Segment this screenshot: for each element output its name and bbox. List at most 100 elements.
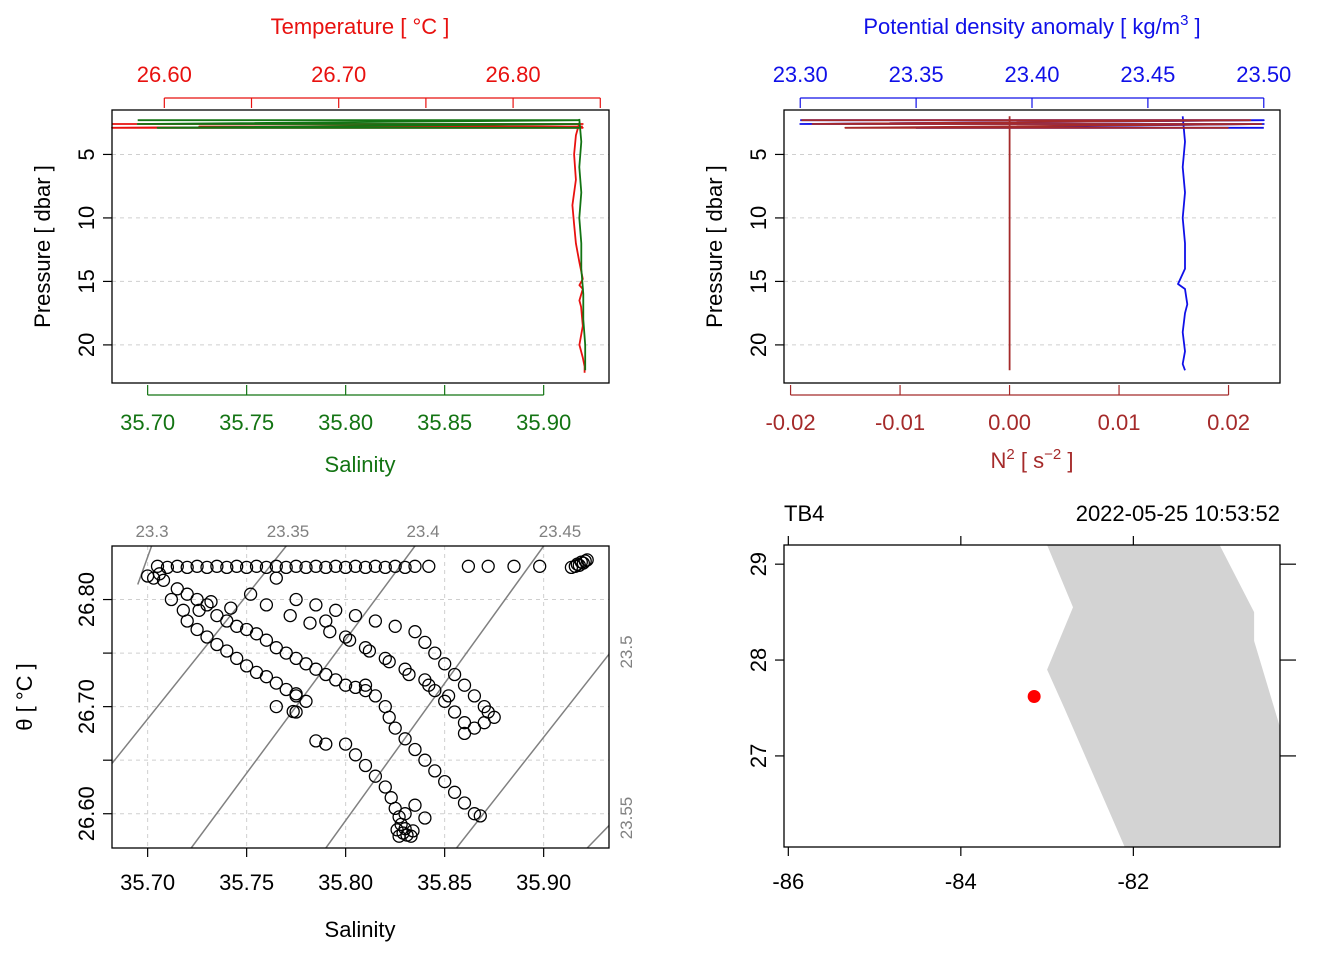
station-name: TB4 bbox=[784, 501, 824, 526]
ts-point bbox=[398, 560, 412, 575]
ts-diagram-panel: 23.3 23.35 23.4 23.45 23.5 23.55 35.70 35.75 35.… bbox=[12, 522, 636, 942]
density-tick-label: 23.35 bbox=[889, 62, 944, 87]
ts-point bbox=[388, 559, 402, 573]
ts-point bbox=[239, 560, 254, 575]
ts-point bbox=[408, 559, 422, 573]
ts-x-tick-label: 35.90 bbox=[516, 870, 571, 895]
ts-point bbox=[473, 809, 487, 823]
tr-y-tick-label: 10 bbox=[746, 206, 771, 230]
ts-point bbox=[160, 560, 175, 575]
ts-y-tick-label: 26.60 bbox=[74, 786, 99, 841]
tl-y-axis-title: Pressure [ dbar ] bbox=[30, 165, 55, 328]
n2-tick-label: 0.00 bbox=[988, 410, 1031, 435]
map-y-tick-label: 27 bbox=[746, 744, 771, 768]
density-n2-profile-panel: 5 10 15 20 Pressure [ dbar ] 23.30 23.35 23.40 2… bbox=[702, 12, 1291, 473]
isopycnal-label: 23.5 bbox=[617, 635, 636, 668]
ts-point bbox=[249, 627, 264, 641]
salinity-tick-label: 35.75 bbox=[219, 410, 274, 435]
ts-point bbox=[378, 780, 392, 794]
isopycnal-label: 23.3 bbox=[135, 522, 168, 541]
ts-point bbox=[382, 655, 396, 669]
ts-point bbox=[338, 630, 353, 644]
ts-point bbox=[348, 608, 363, 623]
ts-point bbox=[428, 764, 442, 778]
ts-point bbox=[358, 560, 373, 575]
ts-point bbox=[441, 689, 456, 703]
ts-point bbox=[447, 667, 462, 682]
tr-frame bbox=[783, 109, 1281, 384]
isopycnal-label: 23.4 bbox=[406, 522, 439, 541]
map-frame bbox=[783, 544, 1281, 848]
ts-point bbox=[342, 633, 357, 647]
isopycnal-label: 23.35 bbox=[267, 522, 310, 541]
map-x-tick-label: -82 bbox=[1117, 869, 1149, 894]
density-axis-title-part: Potential density anomaly [ kg/m bbox=[863, 14, 1180, 39]
ts-point bbox=[289, 559, 303, 573]
ts-point bbox=[269, 676, 283, 690]
ts-point bbox=[303, 616, 317, 630]
ts-point bbox=[249, 559, 264, 573]
ts-point bbox=[362, 644, 377, 658]
salinity-axis-title: Salinity bbox=[325, 452, 396, 477]
ts-point bbox=[180, 560, 194, 575]
ts-point bbox=[204, 595, 218, 609]
n2-tick-label: 0.01 bbox=[1098, 410, 1141, 435]
salinity-profile-line bbox=[578, 118, 587, 371]
station-datetime: 2022-05-25 10:53:52 bbox=[1076, 501, 1280, 526]
ts-point bbox=[467, 807, 482, 821]
tl-y-tick-label: 5 bbox=[74, 148, 99, 160]
map-y-tick-label: 29 bbox=[746, 552, 771, 576]
map-x-tick-label: -86 bbox=[772, 869, 804, 894]
n2-tick-label: -0.01 bbox=[875, 410, 925, 435]
ts-x-tick-label: 35.70 bbox=[120, 870, 175, 895]
density-tick-label: 23.30 bbox=[773, 62, 828, 87]
ts-point bbox=[286, 704, 300, 719]
ts-point bbox=[348, 748, 363, 762]
ts-y-axis-title: θ [ °C ] bbox=[12, 663, 37, 730]
ts-point bbox=[457, 796, 472, 810]
ts-point bbox=[447, 785, 462, 799]
ts-point bbox=[487, 710, 501, 724]
tr-y-axis-title: Pressure [ dbar ] bbox=[702, 165, 727, 328]
n2-axis-title-part: ] bbox=[1061, 448, 1073, 473]
temperature-axis-title: Temperature [ °C ] bbox=[271, 14, 450, 39]
tl-y-tick-label: 10 bbox=[74, 206, 99, 230]
n2-profile-line bbox=[801, 119, 1263, 129]
ts-point bbox=[176, 603, 190, 617]
ts-point bbox=[388, 721, 402, 735]
ts-point bbox=[299, 694, 313, 708]
ts-point bbox=[457, 726, 472, 741]
ts-point bbox=[299, 560, 313, 575]
ts-x-tick-label: 35.75 bbox=[219, 870, 274, 895]
isopycnal-line bbox=[137, 546, 153, 585]
ts-point bbox=[230, 619, 244, 633]
tr-y-tick-label: 15 bbox=[746, 269, 771, 293]
density-axis-title-part: 3 bbox=[1180, 12, 1188, 29]
ts-point bbox=[309, 598, 323, 612]
ts-point bbox=[378, 651, 392, 666]
ts-point bbox=[392, 829, 406, 843]
n2-axis-title-part: −2 bbox=[1044, 446, 1061, 463]
density-tick-label: 23.45 bbox=[1120, 62, 1175, 87]
temperature-tick-label: 26.70 bbox=[311, 62, 366, 87]
salinity-tick-label: 35.90 bbox=[516, 410, 571, 435]
isopycnal-line bbox=[455, 653, 609, 848]
ts-point bbox=[358, 641, 373, 655]
ts-point bbox=[438, 657, 452, 671]
density-axis-title: Potential density anomaly [ kg/m3 ] bbox=[863, 12, 1200, 39]
ts-point bbox=[319, 560, 333, 575]
ts-point bbox=[338, 678, 353, 692]
ts-point bbox=[329, 603, 343, 617]
ts-point bbox=[289, 592, 303, 607]
ts-point bbox=[150, 559, 165, 573]
ts-x-tick-label: 35.80 bbox=[318, 870, 373, 895]
ts-point bbox=[210, 637, 224, 652]
salinity-tick-label: 35.85 bbox=[417, 410, 472, 435]
ts-point bbox=[269, 571, 283, 585]
ts-y-tick-label: 26.80 bbox=[74, 572, 99, 627]
ts-point bbox=[457, 716, 472, 730]
ts-point bbox=[408, 798, 422, 812]
n2-axis-title-part: N bbox=[991, 448, 1007, 473]
ts-points bbox=[140, 553, 594, 843]
isopycnal-lines bbox=[112, 546, 609, 848]
